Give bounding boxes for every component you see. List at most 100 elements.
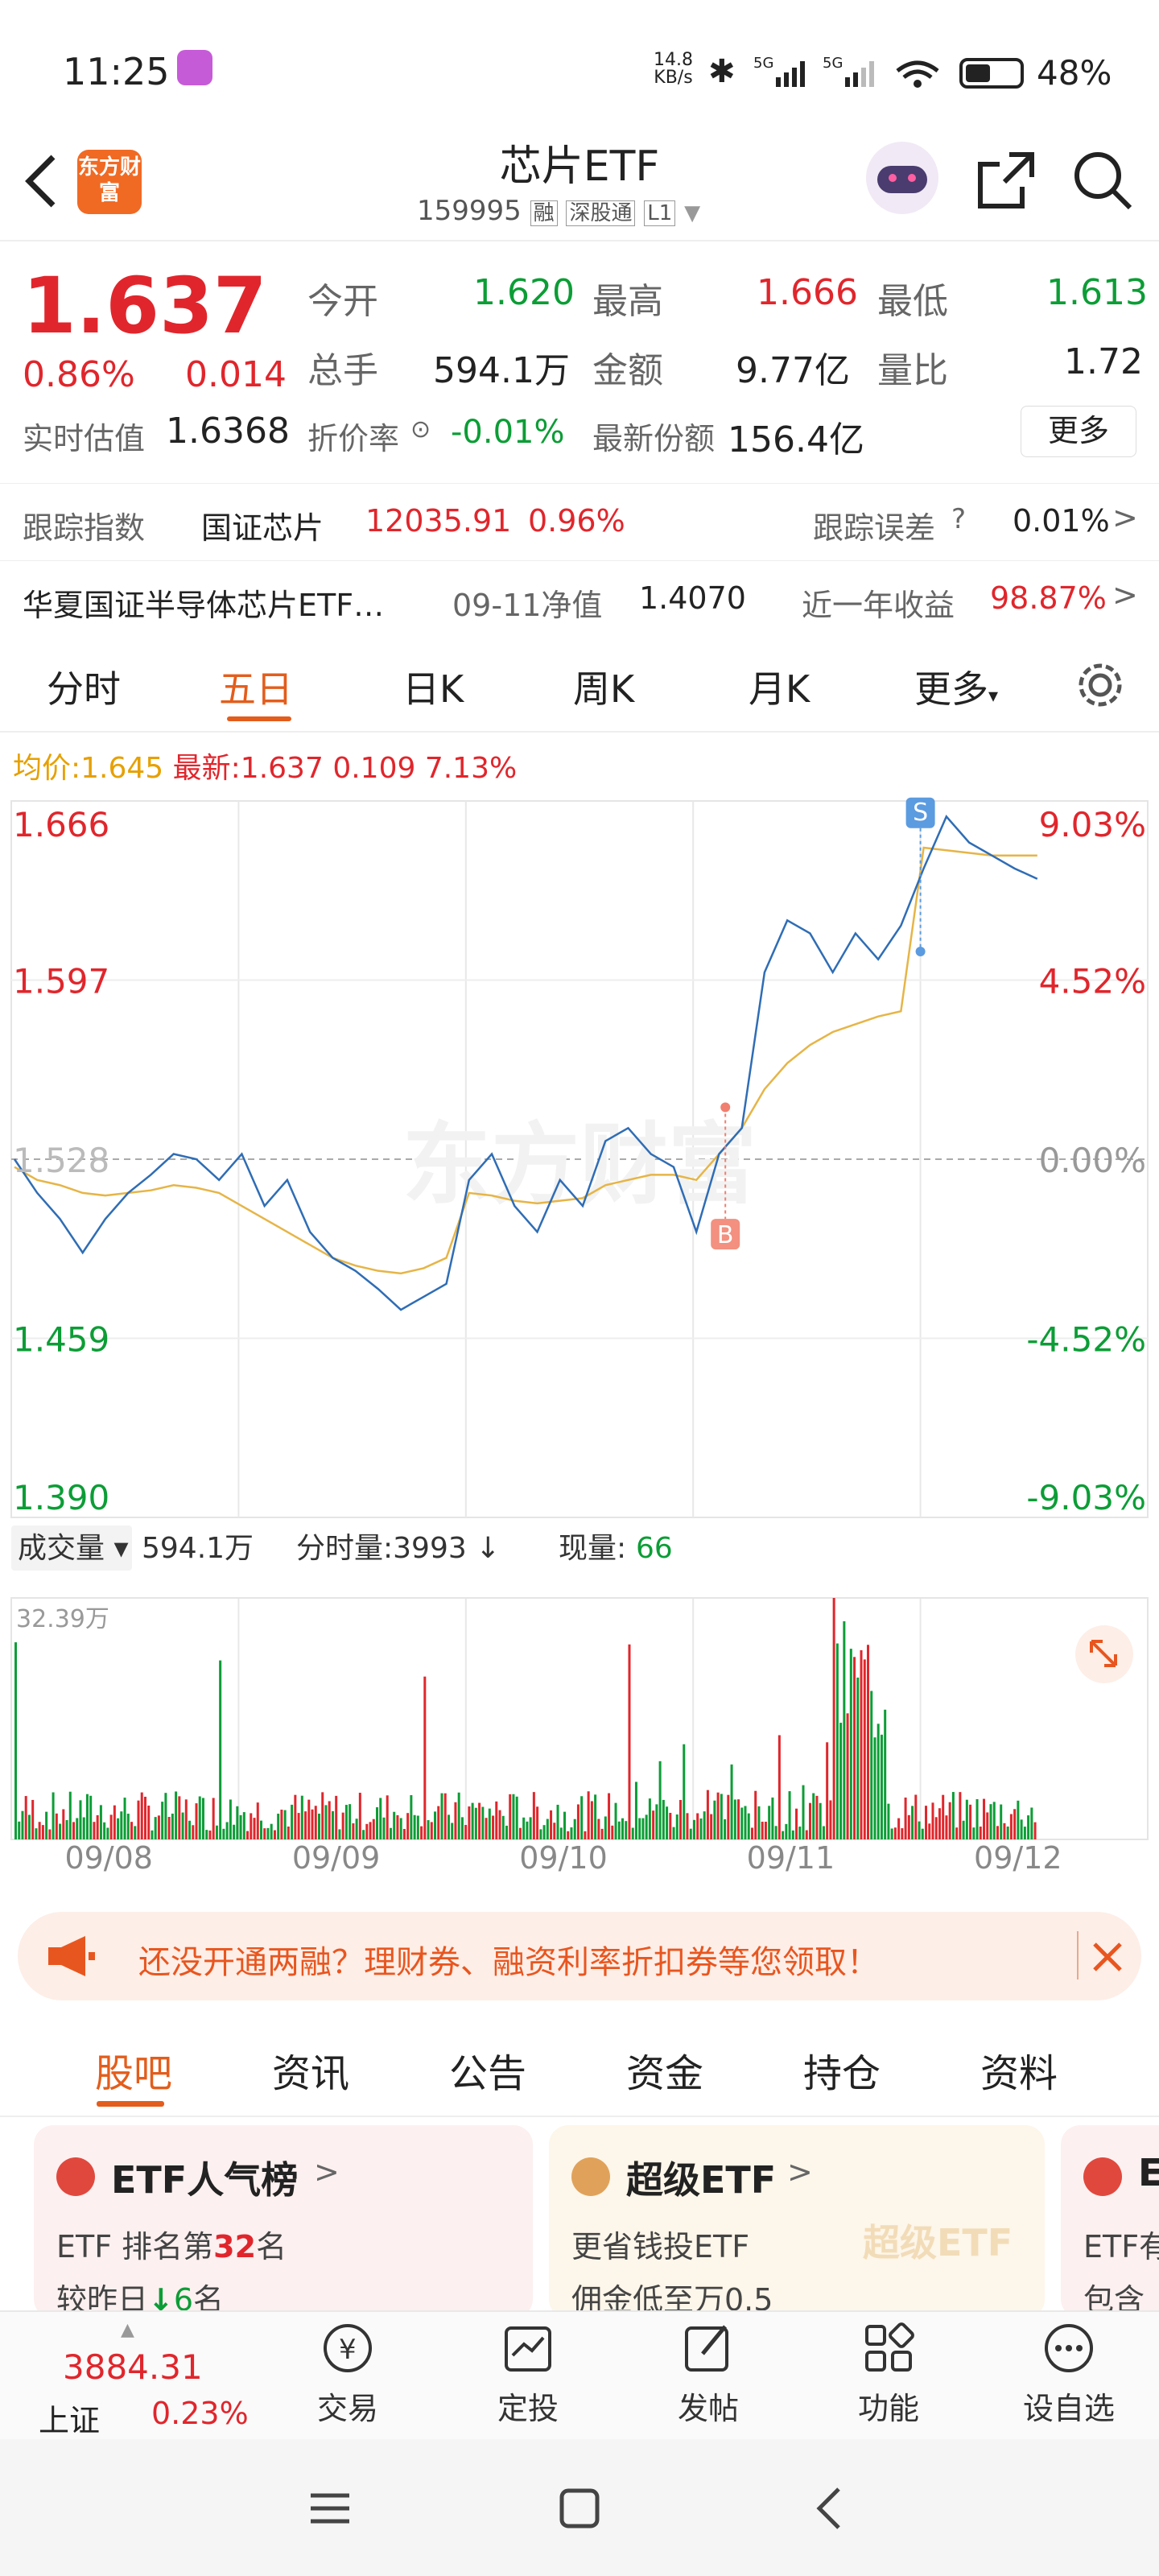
volume-bar xyxy=(666,1806,669,1839)
volume-bar xyxy=(863,1659,866,1839)
volume-bar xyxy=(812,1793,815,1839)
volume-bar xyxy=(867,1645,869,1839)
volume-bar xyxy=(143,1796,146,1839)
volume-bar xyxy=(873,1737,876,1839)
volume-bar xyxy=(584,1831,587,1839)
volume-bar xyxy=(835,1643,839,1839)
volume-bar xyxy=(720,1794,723,1839)
volume-bar xyxy=(505,1825,508,1839)
volume-bar xyxy=(478,1802,481,1839)
volume-bar xyxy=(614,1802,617,1839)
etf-popularity-card[interactable]: ETF人气榜 > ETF 排名第32名 较昨日↓6名 xyxy=(34,2125,533,2318)
share-icon[interactable] xyxy=(974,148,1038,213)
assistant-robot-icon[interactable] xyxy=(866,142,938,214)
volume-bar xyxy=(655,1804,658,1839)
volume-bar xyxy=(529,1817,532,1839)
tab-five-day[interactable]: 五日 xyxy=(219,667,293,711)
tab-daily-k[interactable]: 日K xyxy=(402,667,464,711)
help-icon[interactable]: ? xyxy=(951,503,967,535)
promo-banner[interactable]: 还没开通两融？理财券、融资利率折扣券等您领取！ xyxy=(18,1912,1141,2000)
fund-row[interactable]: 华夏国证半导体芯片ETF… 09-11净值 1.4070 近一年收益 98.87… xyxy=(0,560,1159,638)
tracking-error-value: 0.01% xyxy=(1013,503,1110,539)
volume-bar xyxy=(934,1817,938,1839)
tracking-row[interactable]: 跟踪指数 国证芯片 12035.91 0.96% 跟踪误差 ? 0.01% > xyxy=(0,483,1159,560)
volume-bar xyxy=(134,1826,137,1839)
tab-more[interactable]: 更多▾ xyxy=(914,667,999,711)
volume-bar xyxy=(195,1803,198,1839)
volume-bar xyxy=(829,1800,832,1839)
volume-bar xyxy=(304,1811,307,1839)
nav-fixed-invest[interactable]: 定投 xyxy=(448,2320,608,2428)
info-icon[interactable]: ⊙ xyxy=(410,415,431,444)
volume-bar xyxy=(93,1822,96,1839)
etf-third-card[interactable]: E ETF有 包含 xyxy=(1061,2125,1159,2318)
change-percent: 0.86% xyxy=(23,354,135,395)
index-pct: 0.23% xyxy=(151,2396,249,2431)
search-icon[interactable] xyxy=(1070,148,1135,213)
volume-bar xyxy=(761,1821,764,1839)
grid-icon xyxy=(865,2322,914,2372)
volume-bar xyxy=(389,1827,392,1839)
volume-bar xyxy=(147,1805,151,1839)
nav-watchlist[interactable]: 设自选 xyxy=(988,2320,1149,2428)
tab-intraday[interactable]: 分时 xyxy=(47,667,121,711)
volume-bar xyxy=(925,1806,928,1839)
tab-news[interactable]: 资讯 xyxy=(272,2051,350,2096)
volume-bar xyxy=(437,1806,440,1839)
volume-bar xyxy=(587,1791,590,1839)
volume-bar xyxy=(638,1818,641,1839)
volume-bar xyxy=(764,1821,767,1839)
volume-bar xyxy=(788,1791,791,1839)
tab-announcements[interactable]: 公告 xyxy=(449,2051,527,2096)
back-nav-icon[interactable] xyxy=(808,2484,856,2533)
volume-bar xyxy=(321,1792,324,1839)
volume-bar xyxy=(41,1825,44,1839)
tab-forum[interactable]: 股吧 xyxy=(95,2051,173,2096)
y-tick-left: 1.528 xyxy=(13,1141,109,1180)
tab-profile[interactable]: 资料 xyxy=(980,2051,1058,2096)
volume-bar xyxy=(277,1814,280,1839)
tab-monthly-k[interactable]: 月K xyxy=(749,667,810,711)
gear-icon[interactable] xyxy=(1074,658,1127,712)
more-button[interactable]: 更多 xyxy=(1021,406,1136,457)
super-etf-card[interactable]: 超级ETF > 更省钱投ETF 佣金低至万0.5 超级ETF xyxy=(549,2125,1045,2318)
volume-bar xyxy=(137,1800,140,1839)
last-price: 1.637 xyxy=(23,261,267,351)
volume-bar xyxy=(768,1806,771,1839)
tab-weekly-k[interactable]: 周K xyxy=(573,667,635,711)
volume-bar xyxy=(273,1830,276,1839)
y-tick-right: 0.00% xyxy=(1039,1141,1146,1180)
volume-bar xyxy=(344,1805,348,1839)
nav-functions[interactable]: 功能 xyxy=(808,2320,969,2428)
close-icon[interactable] xyxy=(1091,1941,1124,1973)
x-tick-label: 09/11 xyxy=(747,1840,835,1872)
chart-area: 均价:1.645 最新:1.637 0.109 7.13% 东方财富 1.666 9… xyxy=(0,737,1159,1912)
volume-bar xyxy=(402,1828,406,1839)
nav-trade[interactable]: ¥ 交易 xyxy=(267,2320,428,2428)
tab-capital[interactable]: 资金 xyxy=(626,2051,704,2096)
volume-bar xyxy=(481,1806,485,1839)
volume-bar xyxy=(236,1806,239,1839)
volume-bar xyxy=(205,1830,208,1839)
estimate-label: 实时估值 xyxy=(23,421,146,456)
y-tick-right: -9.03% xyxy=(1026,1478,1146,1517)
back-icon[interactable] xyxy=(21,153,61,209)
menu-icon[interactable] xyxy=(306,2484,354,2533)
volume-bar xyxy=(416,1815,419,1839)
stock-code-row[interactable]: 159995 融 深股通 L1 ▼ xyxy=(417,195,755,227)
chevron-right-icon: > xyxy=(314,2154,340,2190)
shares-label: 最新份额 xyxy=(592,421,716,456)
volume-bar xyxy=(556,1804,559,1839)
volume-bar xyxy=(62,1809,65,1839)
open-label: 今开 xyxy=(307,281,378,322)
volume-bar xyxy=(76,1818,79,1839)
home-icon[interactable] xyxy=(555,2484,604,2533)
volume-bar xyxy=(501,1815,505,1839)
volume-bar xyxy=(1030,1807,1033,1839)
tab-holdings[interactable]: 持仓 xyxy=(803,2051,881,2096)
nav-post[interactable]: 发帖 xyxy=(628,2320,789,2428)
volume-bar xyxy=(229,1799,232,1839)
volume-ratio-label: 量比 xyxy=(877,350,948,391)
volume-bar xyxy=(621,1818,625,1839)
